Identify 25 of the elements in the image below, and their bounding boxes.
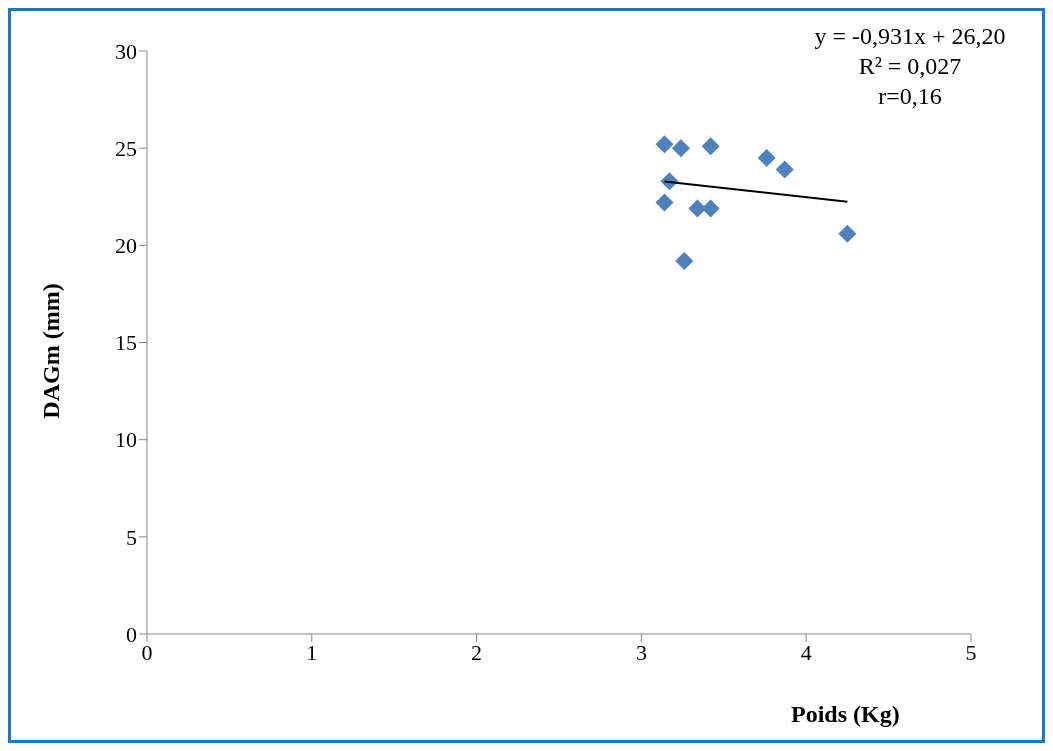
y-tick-label: 30 <box>115 38 137 64</box>
y-tick-label: 5 <box>126 524 137 550</box>
annotation: r=0,16 <box>877 82 943 111</box>
point <box>655 193 674 212</box>
point <box>675 251 694 270</box>
y-tick-label: 15 <box>115 330 137 356</box>
y-tick-label: 25 <box>115 135 137 161</box>
x-tick-label: 4 <box>800 639 812 665</box>
point <box>671 139 690 158</box>
y-tick-label: 10 <box>115 427 137 453</box>
text: y = -0,931x + 26,20 <box>813 22 1007 51</box>
point <box>701 137 720 156</box>
y-tick-label: 20 <box>115 233 137 259</box>
x-tick-label: 3 <box>635 639 647 665</box>
x-tick-label: 5 <box>965 639 977 665</box>
annotation: R² = 0,027 <box>857 52 963 81</box>
y-tick-label: 0 <box>126 621 137 647</box>
x-tick-label: 2 <box>471 639 483 665</box>
point <box>775 160 794 179</box>
point <box>838 224 857 243</box>
x-axis-title: Poids (Kg) <box>791 701 900 728</box>
y-axis-title: DAGm (mm) <box>37 283 65 419</box>
point <box>757 148 776 167</box>
point <box>655 135 674 154</box>
x-tick-label: 1 <box>306 639 318 665</box>
